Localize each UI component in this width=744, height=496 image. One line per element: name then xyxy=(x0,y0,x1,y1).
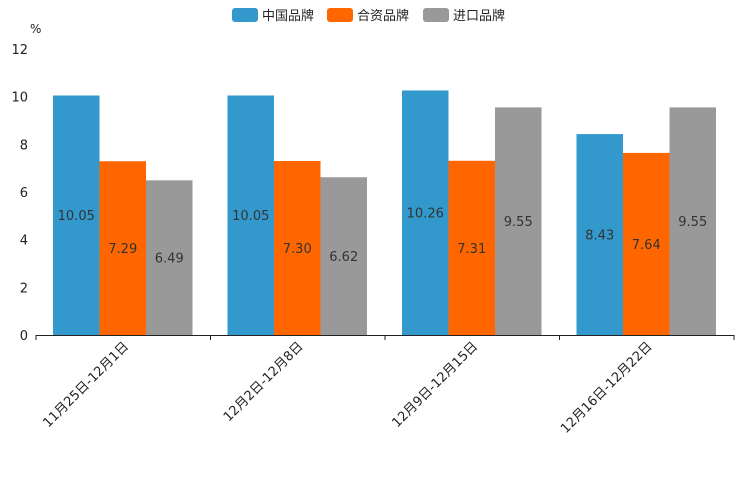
x-axis: 11月25日-12月1日 12月2日-12月8日 12月9日-12月15日 12月16… xyxy=(35,335,735,437)
data-label: 10.05 xyxy=(232,209,269,224)
data-label: 8.43 xyxy=(585,229,614,244)
bar-2-2 xyxy=(274,161,321,335)
data-label: 7.29 xyxy=(108,242,137,257)
bar-3-2 xyxy=(320,177,367,335)
y-tick-label: 6 xyxy=(20,186,28,201)
data-label: 10.05 xyxy=(58,209,95,224)
data-label: 10.26 xyxy=(407,207,444,222)
legend-label-3: 进口品牌 xyxy=(453,8,505,24)
data-label: 7.30 xyxy=(283,242,312,257)
x-category-label: 12月16日-12月22日 xyxy=(558,339,655,436)
y-axis: 0 2 4 6 8 10 12 xyxy=(11,43,28,344)
x-category-label: 12月9日-12月15日 xyxy=(389,339,481,431)
y-tick-label: 4 xyxy=(20,234,28,249)
bar-2-3 xyxy=(448,160,495,335)
legend-swatch-3 xyxy=(423,8,449,22)
data-label: 6.49 xyxy=(155,252,184,267)
data-label: 9.55 xyxy=(678,215,707,230)
bar-3-1 xyxy=(146,180,193,335)
y-tick-label: 12 xyxy=(11,43,28,58)
data-labels: 10.05 7.29 6.49 10.05 7.30 6.62 10.26 7.31 9.55 8… xyxy=(58,207,708,267)
y-axis-unit: % xyxy=(30,22,41,36)
bar-1-1 xyxy=(53,95,100,335)
data-label: 6.62 xyxy=(329,250,358,265)
y-tick-label: 10 xyxy=(11,91,28,106)
data-label: 9.55 xyxy=(504,215,533,230)
x-category-label: 11月25日-12月1日 xyxy=(40,339,132,431)
x-category-label: 12月2日-12月8日 xyxy=(221,339,307,425)
y-tick-label: 8 xyxy=(20,138,28,153)
legend-swatch-1 xyxy=(232,8,258,22)
bar-2-4 xyxy=(623,152,670,335)
bar-3-3 xyxy=(495,107,542,336)
legend-swatch-2 xyxy=(327,8,353,22)
y-tick-label: 0 xyxy=(20,329,28,344)
bar-1-2 xyxy=(227,95,274,335)
legend-label-1: 中国品牌 xyxy=(262,8,314,24)
legend: 中国品牌 合资品牌 进口品牌 xyxy=(232,8,505,24)
bar-3-4 xyxy=(669,107,716,336)
bar-1-4 xyxy=(576,134,623,335)
bar-2-1 xyxy=(99,161,146,335)
y-tick-label: 2 xyxy=(20,281,28,296)
bars xyxy=(53,90,716,336)
bar-1-3 xyxy=(402,90,449,335)
data-label: 7.31 xyxy=(457,242,486,257)
data-label: 7.64 xyxy=(632,238,661,253)
legend-label-2: 合资品牌 xyxy=(357,8,409,24)
